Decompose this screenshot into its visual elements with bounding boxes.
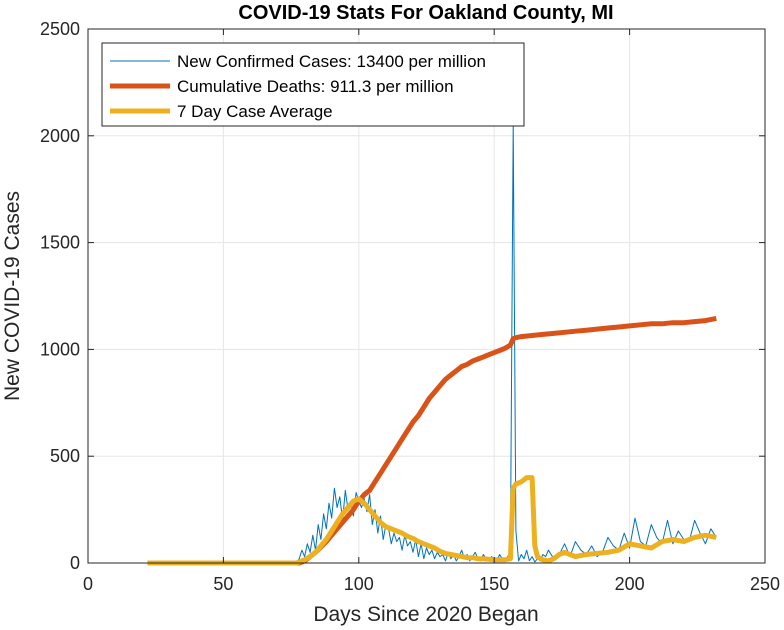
x-tick-label: 250 [750,574,780,594]
x-tick-label: 0 [83,574,93,594]
y-tick-label: 0 [70,553,80,573]
legend-box [101,42,525,127]
chart-title: COVID-19 Stats For Oakland County, MI [238,2,613,24]
series-line-7-day-average [147,475,717,566]
x-tick-label: 100 [344,574,374,594]
legend: New Confirmed Cases: 13400 per million C… [101,42,525,127]
plot-frame [87,28,766,564]
series-layer [147,124,717,566]
y-tick-label: 2500 [40,19,80,39]
legend-label-cumulative-deaths: Cumulative Deaths: 911.3 per million [177,77,454,96]
x-axis-label: Days Since 2020 Began [313,603,538,626]
legend-label-7-day-average: 7 Day Case Average [177,102,333,121]
y-tick-label: 2000 [40,126,80,146]
y-tick-label: 1500 [40,233,80,253]
y-tick-label: 500 [50,446,80,466]
legend-label-new-cases: New Confirmed Cases: 13400 per million [177,52,486,71]
x-tick-label: 150 [479,574,509,594]
x-tick-label: 200 [615,574,645,594]
y-tick-label: 1000 [40,339,80,359]
x-tick-label: 50 [213,574,233,594]
y-axis-label: New COVID-19 Cases [1,191,24,401]
series-line-cumulative-deaths [147,315,717,566]
